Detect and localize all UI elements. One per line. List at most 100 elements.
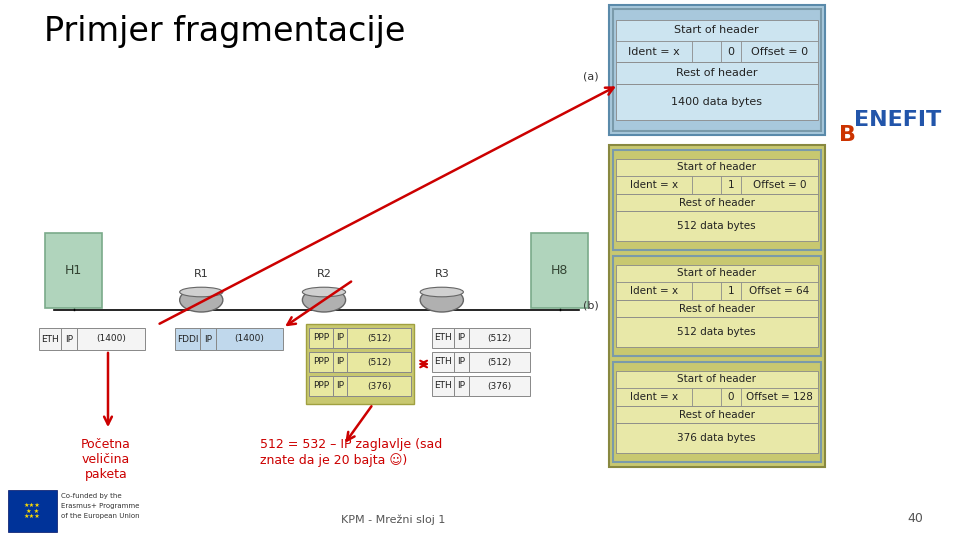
Text: Start of header: Start of header xyxy=(677,268,756,279)
FancyBboxPatch shape xyxy=(453,352,469,372)
FancyBboxPatch shape xyxy=(692,176,721,194)
FancyBboxPatch shape xyxy=(453,328,469,348)
Text: Offset = 64: Offset = 64 xyxy=(749,286,809,296)
FancyBboxPatch shape xyxy=(692,282,721,300)
Text: ETH: ETH xyxy=(434,357,451,367)
Text: PPP: PPP xyxy=(313,357,329,367)
Text: (376): (376) xyxy=(488,381,512,390)
Text: 0: 0 xyxy=(728,46,734,57)
FancyBboxPatch shape xyxy=(721,388,741,406)
FancyBboxPatch shape xyxy=(39,328,60,350)
Text: (512): (512) xyxy=(367,334,391,342)
FancyBboxPatch shape xyxy=(531,233,588,308)
FancyBboxPatch shape xyxy=(609,145,825,467)
Ellipse shape xyxy=(180,287,223,297)
FancyBboxPatch shape xyxy=(469,376,530,396)
FancyBboxPatch shape xyxy=(469,352,530,372)
Text: Offset = 0: Offset = 0 xyxy=(751,46,808,57)
Text: R3: R3 xyxy=(435,269,449,279)
FancyBboxPatch shape xyxy=(615,41,692,63)
FancyBboxPatch shape xyxy=(306,324,415,404)
FancyBboxPatch shape xyxy=(721,176,741,194)
Text: IP: IP xyxy=(457,334,466,342)
Text: R2: R2 xyxy=(317,269,331,279)
Ellipse shape xyxy=(420,287,464,297)
Text: (1400): (1400) xyxy=(96,334,126,343)
Text: B: B xyxy=(839,125,856,145)
FancyBboxPatch shape xyxy=(721,282,741,300)
FancyBboxPatch shape xyxy=(8,490,57,532)
FancyBboxPatch shape xyxy=(721,41,741,63)
FancyBboxPatch shape xyxy=(612,150,821,250)
FancyBboxPatch shape xyxy=(612,9,821,131)
Text: 1: 1 xyxy=(728,180,734,190)
FancyBboxPatch shape xyxy=(741,282,818,300)
FancyBboxPatch shape xyxy=(333,352,347,372)
Text: R1: R1 xyxy=(194,269,208,279)
Text: Erasmus+ Programme: Erasmus+ Programme xyxy=(60,503,139,509)
FancyBboxPatch shape xyxy=(432,376,453,396)
FancyBboxPatch shape xyxy=(333,328,347,348)
FancyBboxPatch shape xyxy=(347,328,412,348)
FancyBboxPatch shape xyxy=(741,176,818,194)
Text: Ident = x: Ident = x xyxy=(630,392,678,402)
FancyBboxPatch shape xyxy=(615,317,818,347)
Text: H1: H1 xyxy=(65,264,83,276)
Text: (a): (a) xyxy=(584,71,599,82)
FancyBboxPatch shape xyxy=(615,176,692,194)
Ellipse shape xyxy=(302,287,346,297)
FancyBboxPatch shape xyxy=(692,388,721,406)
Text: ★★★
★ ★
★★★: ★★★ ★ ★ ★★★ xyxy=(24,503,41,519)
FancyBboxPatch shape xyxy=(612,362,821,462)
Text: Ident = x: Ident = x xyxy=(630,180,678,190)
FancyBboxPatch shape xyxy=(615,423,818,453)
FancyBboxPatch shape xyxy=(741,41,818,63)
Text: (512): (512) xyxy=(488,334,512,342)
FancyBboxPatch shape xyxy=(609,5,825,135)
FancyBboxPatch shape xyxy=(432,328,453,348)
Text: IP: IP xyxy=(336,334,344,342)
FancyBboxPatch shape xyxy=(45,233,102,308)
Text: Offset = 128: Offset = 128 xyxy=(746,392,813,402)
Text: Rest of header: Rest of header xyxy=(679,303,755,314)
Text: of the European Union: of the European Union xyxy=(60,513,139,519)
Text: 40: 40 xyxy=(907,512,923,525)
Text: H8: H8 xyxy=(551,264,568,276)
Text: (512): (512) xyxy=(367,357,391,367)
Text: 512 data bytes: 512 data bytes xyxy=(678,327,756,338)
Text: FDDI: FDDI xyxy=(177,334,199,343)
Text: 1400 data bytes: 1400 data bytes xyxy=(671,97,762,107)
FancyBboxPatch shape xyxy=(347,376,412,396)
FancyBboxPatch shape xyxy=(615,265,818,282)
FancyBboxPatch shape xyxy=(615,176,818,194)
FancyBboxPatch shape xyxy=(469,328,530,348)
Text: IP: IP xyxy=(457,381,466,390)
FancyBboxPatch shape xyxy=(615,406,818,423)
FancyBboxPatch shape xyxy=(615,41,818,63)
FancyBboxPatch shape xyxy=(615,84,818,120)
Text: Početna
veličina
paketa: Početna veličina paketa xyxy=(81,438,131,481)
FancyBboxPatch shape xyxy=(309,328,333,348)
FancyBboxPatch shape xyxy=(615,211,818,241)
Text: 512 data bytes: 512 data bytes xyxy=(678,221,756,231)
FancyBboxPatch shape xyxy=(347,352,412,372)
Text: (b): (b) xyxy=(583,301,599,311)
FancyBboxPatch shape xyxy=(615,194,818,211)
Text: KPM - Mrežni sloj 1: KPM - Mrežni sloj 1 xyxy=(341,515,444,525)
FancyBboxPatch shape xyxy=(615,159,818,176)
FancyBboxPatch shape xyxy=(453,376,469,396)
FancyBboxPatch shape xyxy=(216,328,283,350)
Text: ETH: ETH xyxy=(41,334,59,343)
Ellipse shape xyxy=(180,288,223,312)
FancyBboxPatch shape xyxy=(612,256,821,356)
FancyBboxPatch shape xyxy=(615,63,818,84)
Text: IP: IP xyxy=(64,334,73,343)
Text: ETH: ETH xyxy=(434,334,451,342)
Text: PPP: PPP xyxy=(313,381,329,390)
Text: Start of header: Start of header xyxy=(677,163,756,172)
FancyBboxPatch shape xyxy=(615,300,818,317)
Text: Rest of header: Rest of header xyxy=(679,198,755,207)
FancyBboxPatch shape xyxy=(615,371,818,388)
Text: (376): (376) xyxy=(367,381,391,390)
Text: IP: IP xyxy=(204,334,212,343)
